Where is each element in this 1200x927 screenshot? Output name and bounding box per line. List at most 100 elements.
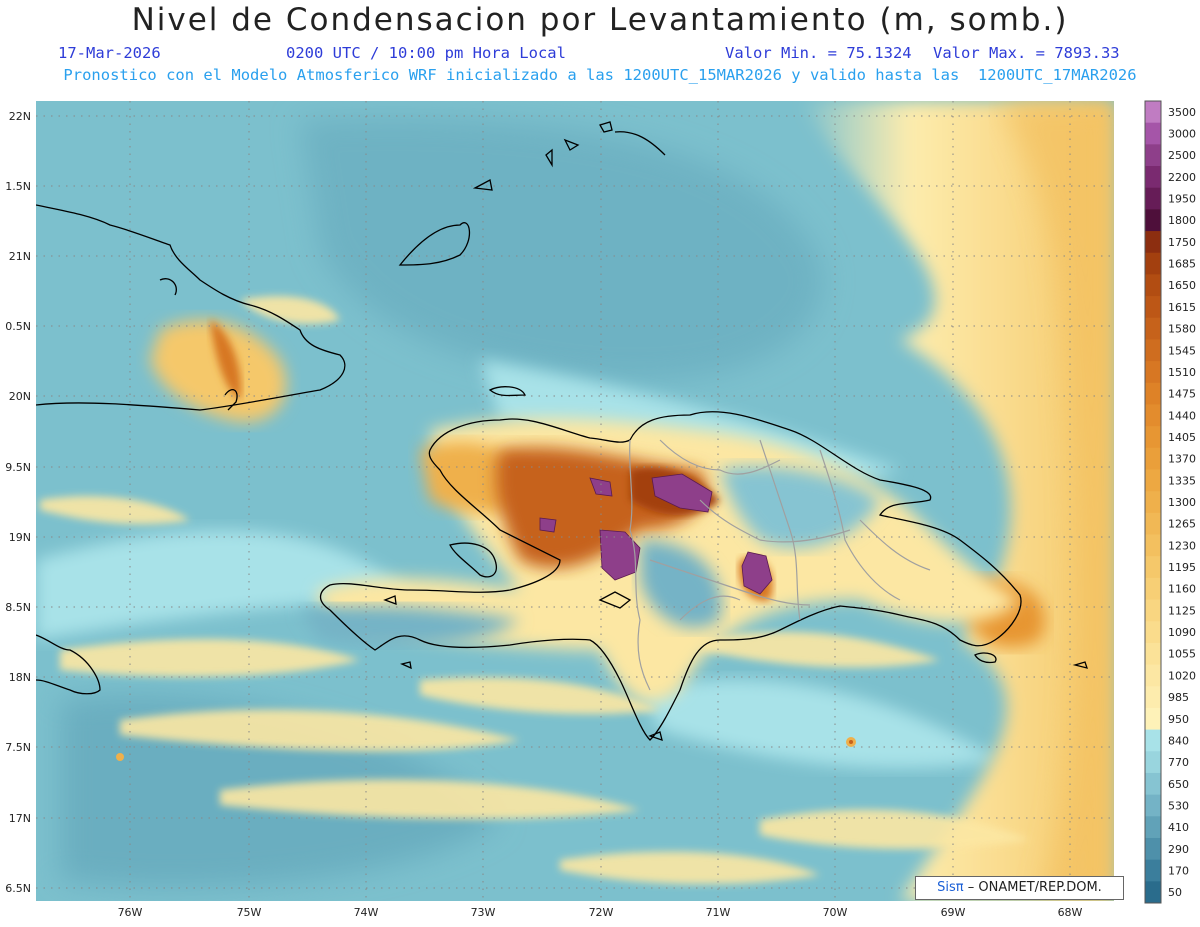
colorbar-label: 1545	[1168, 344, 1196, 357]
colorbar-swatch	[1145, 599, 1161, 622]
colorbar-swatch	[1145, 317, 1161, 340]
colorbar-label: 1020	[1168, 669, 1196, 682]
value-min: Valor Min. = 75.1324	[725, 44, 912, 62]
colorbar-swatch	[1145, 426, 1161, 449]
colorbar-label: 290	[1168, 843, 1189, 856]
model-subtitle: Pronostico con el Modelo Atmosferico WRF…	[63, 66, 1137, 84]
lat-label: 17N	[9, 812, 31, 825]
colorbar-label: 770	[1168, 756, 1189, 769]
lat-label: 6.5N	[5, 882, 31, 895]
colorbar-label: 2500	[1168, 149, 1196, 162]
colorbar-swatch	[1145, 274, 1161, 297]
colorbar-label: 1230	[1168, 539, 1196, 552]
colorbar-label: 3500	[1168, 106, 1196, 119]
colorbar-swatch	[1145, 859, 1161, 882]
colorbar-legend: 3500 3000 2500 2200 1950 1800 1750 1685 1650 1615…	[1144, 100, 1196, 904]
colorbar-label: 170	[1168, 864, 1189, 877]
colorbar-swatch	[1145, 144, 1161, 167]
colorbar-swatch	[1145, 621, 1161, 644]
colorbar-label: 2200	[1168, 171, 1196, 184]
colorbar-swatch	[1145, 296, 1161, 319]
colorbar-swatch	[1145, 101, 1161, 124]
colorbar-swatch	[1145, 491, 1161, 514]
chart-title: Nivel de Condensacion por Levantamiento …	[131, 2, 1069, 38]
colorbar-swatch	[1145, 686, 1161, 709]
colorbar-swatch	[1145, 187, 1161, 210]
colorbar-swatch	[1145, 382, 1161, 405]
colorbar-swatch	[1145, 361, 1161, 384]
colorbar-label: 50	[1168, 886, 1182, 899]
colorbar-swatch	[1145, 751, 1161, 774]
colorbar-label: 1580	[1168, 323, 1196, 336]
colorbar-swatch	[1145, 231, 1161, 254]
credit-box: Sisπ – ONAMET/REP.DOM.	[915, 876, 1124, 900]
lon-label: 75W	[237, 906, 262, 919]
colorbar-swatch	[1145, 209, 1161, 232]
colorbar-swatch	[1145, 122, 1161, 145]
colorbar-swatch	[1145, 339, 1161, 362]
lon-label: 68W	[1058, 906, 1083, 919]
colorbar-label: 1800	[1168, 214, 1196, 227]
lat-label: 9.5N	[5, 461, 31, 474]
sispi-logo: Sisπ	[937, 880, 964, 895]
lon-label: 70W	[823, 906, 848, 919]
colorbar-swatch	[1145, 252, 1161, 275]
colorbar-label: 1160	[1168, 583, 1196, 596]
lat-label: 1.5N	[5, 180, 31, 193]
colorbar-swatch	[1145, 794, 1161, 817]
lon-label: 71W	[706, 906, 731, 919]
colorbar-swatch	[1145, 469, 1161, 492]
province-borders	[629, 439, 931, 691]
colorbar-label: 1300	[1168, 496, 1196, 509]
forecast-time: 0200 UTC / 10:00 pm Hora Local	[286, 44, 566, 62]
colorbar-swatch	[1145, 556, 1161, 579]
lon-label: 72W	[589, 906, 614, 919]
lon-label: 69W	[941, 906, 966, 919]
colorbar-label: 1510	[1168, 366, 1196, 379]
coastlines	[36, 121, 1088, 741]
value-max: Valor Max. = 7893.33	[933, 44, 1120, 62]
lat-label: 7.5N	[5, 741, 31, 754]
colorbar-label: 1265	[1168, 518, 1196, 531]
colorbar-label: 1090	[1168, 626, 1196, 639]
shaded-field	[36, 101, 1114, 901]
colorbar-label: 1335	[1168, 474, 1196, 487]
colorbar-swatch	[1145, 664, 1161, 687]
colorbar-label: 1405	[1168, 431, 1196, 444]
colorbar-swatch	[1145, 837, 1161, 861]
lat-label: 8.5N	[5, 601, 31, 614]
credit-text: – ONAMET/REP.DOM.	[967, 880, 1102, 895]
colorbar-label: 1440	[1168, 409, 1196, 422]
colorbar-swatch	[1145, 642, 1161, 666]
colorbar-label: 1615	[1168, 301, 1196, 314]
colorbar-swatch	[1145, 772, 1161, 796]
lat-label: 20N	[9, 390, 31, 403]
colorbar-label: 1950	[1168, 193, 1196, 206]
lat-label: 19N	[9, 531, 31, 544]
colorbar-frame	[1144, 100, 1162, 904]
colorbar-swatch	[1145, 707, 1161, 731]
lat-label: 0.5N	[5, 320, 31, 333]
colorbar-swatch	[1145, 577, 1161, 601]
colorbar-swatch	[1145, 816, 1161, 839]
colorbar-label: 530	[1168, 799, 1189, 812]
lat-label: 18N	[9, 671, 31, 684]
colorbar-label: 1475	[1168, 388, 1196, 401]
colorbar-label: 1125	[1168, 604, 1196, 617]
colorbar-swatch	[1145, 729, 1161, 752]
colorbar-label: 3000	[1168, 128, 1196, 141]
lat-label: 22N	[9, 110, 31, 123]
colorbar-label: 985	[1168, 691, 1189, 704]
colorbar-label: 840	[1168, 734, 1189, 747]
colorbar-swatch	[1145, 166, 1161, 189]
lon-label: 74W	[354, 906, 379, 919]
lon-label: 73W	[471, 906, 496, 919]
colorbar-swatch	[1145, 404, 1161, 427]
longitude-labels: 76W 75W 74W 73W 72W 71W 70W 69W 68W	[118, 906, 1083, 919]
colorbar-label: 1055	[1168, 648, 1196, 661]
colorbar-label: 410	[1168, 821, 1189, 834]
colorbar-label: 950	[1168, 713, 1189, 726]
colorbar-swatch	[1145, 512, 1161, 536]
colorbar-label: 1370	[1168, 453, 1196, 466]
